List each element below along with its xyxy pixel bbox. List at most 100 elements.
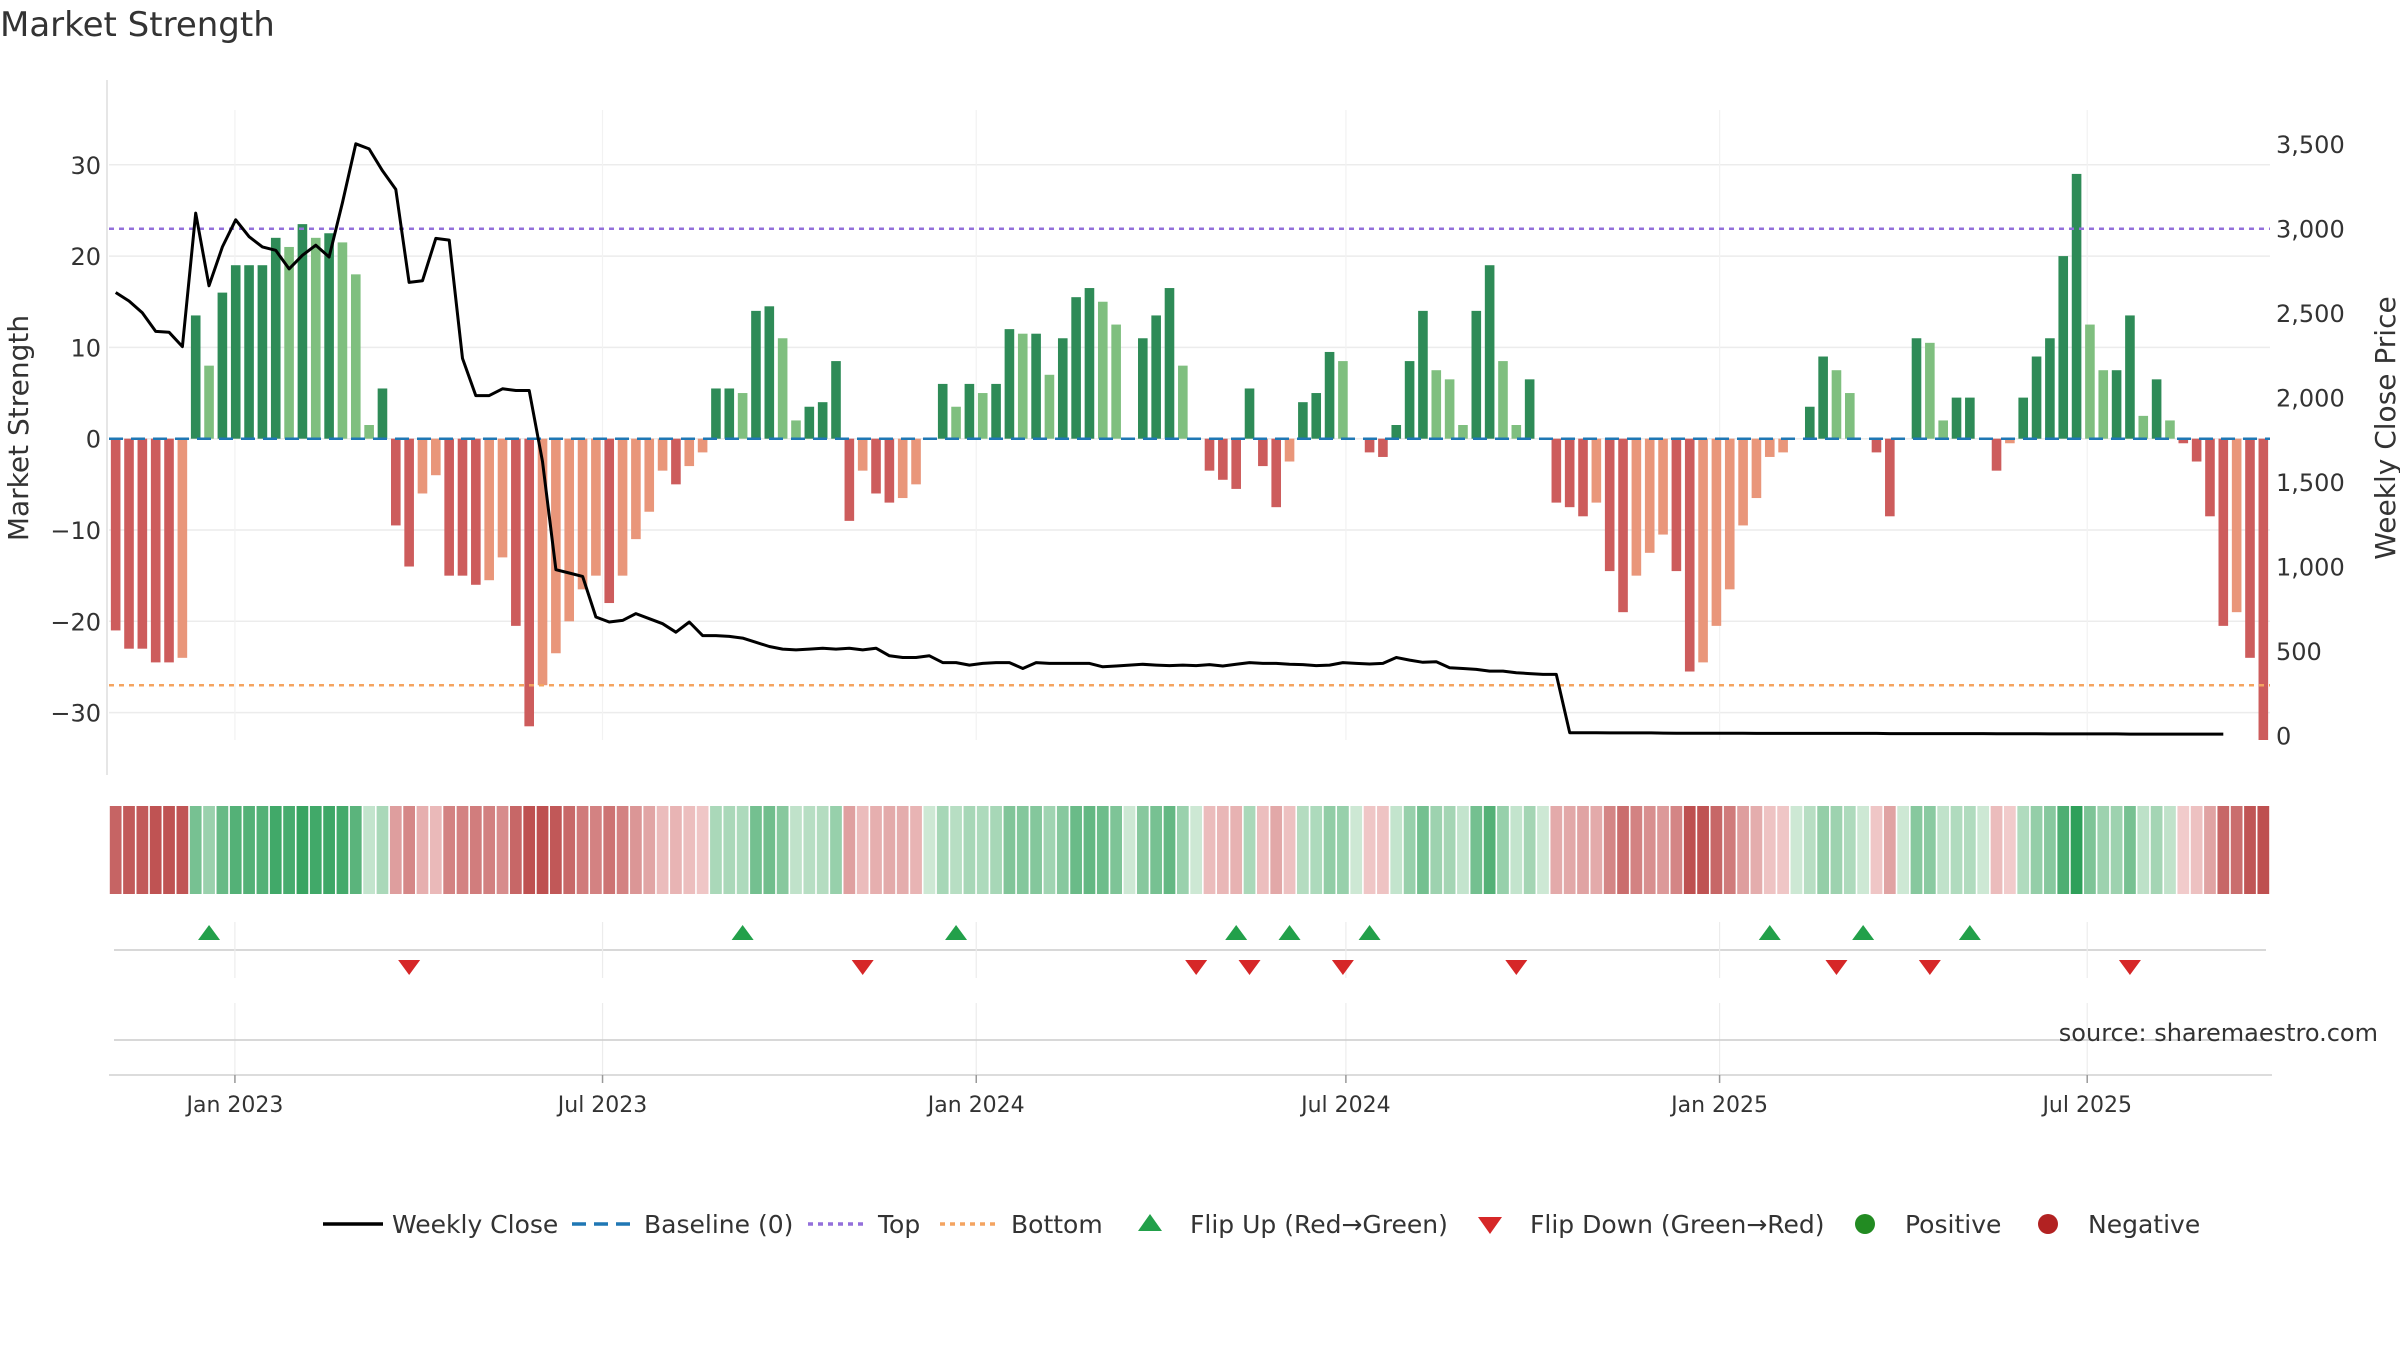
chart-title: Market Strength — [0, 5, 275, 45]
legend-dot-icon — [2038, 1214, 2058, 1234]
left-tick-label: −30 — [50, 700, 101, 728]
heat-cell — [363, 806, 375, 894]
heat-cell — [483, 806, 496, 894]
heat-cell — [136, 806, 149, 894]
strength-bar — [791, 420, 801, 439]
heat-cell — [896, 806, 909, 894]
strength-bar — [1324, 351, 1335, 439]
strength-bar — [484, 438, 494, 581]
strength-bar — [1431, 370, 1442, 439]
left-tick-label: 20 — [70, 243, 101, 271]
heat-cell — [643, 806, 656, 894]
strength-bar — [497, 438, 508, 558]
x-axis: Jan 2023 Jul 2023 Jan 2024 Jul 2024 Jan 2025… — [184, 1075, 2132, 1118]
strength-bar — [377, 388, 388, 439]
heat-cell — [389, 806, 402, 894]
legend-label: Weekly Close — [392, 1210, 558, 1239]
heat-cell — [1657, 806, 1669, 894]
strength-bar — [884, 438, 895, 503]
strength-bar — [337, 242, 348, 439]
heat-cell — [1563, 806, 1576, 894]
strength-bar — [177, 438, 188, 658]
heat-cell — [976, 806, 989, 894]
strength-bar — [1044, 374, 1055, 439]
strength-bar — [1711, 438, 1722, 626]
heat-cell — [469, 806, 482, 894]
legend-flip-down-icon — [1478, 1217, 1502, 1234]
heat-cell — [1590, 806, 1603, 894]
legend-label: Flip Up (Red→Green) — [1190, 1210, 1448, 1239]
heat-cell — [1857, 806, 1870, 894]
strength-bar — [2165, 420, 2175, 439]
flip-up-marker — [1358, 925, 1381, 940]
strength-bar — [1311, 393, 1322, 439]
heat-cell — [910, 806, 922, 894]
legend-label: Positive — [1905, 1210, 2001, 1239]
heat-cell — [229, 806, 242, 894]
strength-bar — [1471, 310, 1482, 439]
strength-bar — [2098, 370, 2109, 439]
strength-bar — [1671, 438, 1682, 572]
heat-cell — [176, 806, 189, 894]
heat-cell — [2110, 806, 2123, 894]
heat-cell — [1937, 806, 1950, 894]
heat-cell — [1337, 806, 1349, 894]
heat-cell — [243, 806, 255, 894]
strength-bar — [1017, 333, 1028, 439]
heat-cell — [323, 806, 335, 894]
strength-bar — [1164, 288, 1175, 439]
strength-bar — [831, 361, 841, 439]
strength-bar — [524, 438, 534, 727]
strength-bar — [137, 438, 148, 649]
heat-cell — [870, 806, 882, 894]
heat-cell — [2124, 806, 2136, 894]
strength-bar — [1751, 438, 1762, 499]
legend-label: Flip Down (Green→Red) — [1530, 1210, 1825, 1239]
strength-bar — [2178, 438, 2189, 444]
strength-bar — [2031, 356, 2042, 439]
strength-bar — [764, 306, 775, 439]
heat-cell — [1457, 806, 1469, 894]
strength-bar — [1484, 265, 1495, 439]
strength-bar — [1631, 438, 1642, 576]
heat-cell — [1537, 806, 1549, 894]
strength-bar — [324, 233, 334, 439]
heat-cell — [750, 806, 762, 894]
strength-bar — [511, 438, 521, 626]
strength-bar — [1511, 425, 1522, 439]
strength-bar — [1111, 324, 1121, 439]
strength-bar — [1338, 361, 1348, 439]
heat-cell — [1363, 806, 1376, 894]
strength-bar — [604, 438, 615, 604]
heat-cell — [1617, 806, 1629, 894]
strength-bar — [457, 438, 468, 576]
strength-bar — [1231, 438, 1241, 489]
strength-bar — [1831, 370, 1842, 439]
strength-bar — [1057, 338, 1068, 439]
strength-bar — [2125, 315, 2135, 439]
strength-bar — [190, 315, 201, 439]
strength-bar — [270, 237, 281, 439]
strength-bar — [1591, 438, 1602, 503]
heat-cell — [1430, 806, 1443, 894]
heat-cell — [2257, 806, 2270, 894]
heat-cell — [1977, 806, 1990, 894]
left-tick-label: −20 — [50, 608, 101, 636]
flip-down-marker — [1238, 960, 1261, 975]
strength-bar — [2151, 379, 2162, 439]
heat-cell — [1377, 806, 1389, 894]
heat-cell — [2044, 806, 2056, 894]
strength-bar — [2205, 438, 2215, 517]
strength-bar — [431, 438, 441, 476]
strength-bar — [1698, 438, 1708, 663]
strength-bar — [951, 406, 961, 439]
strength-bar — [1885, 438, 1895, 517]
heat-cell — [763, 806, 776, 894]
strength-bar — [230, 265, 241, 439]
heat-cell — [1270, 806, 1283, 894]
heat-cell — [216, 806, 229, 894]
heat-cell — [1910, 806, 1923, 894]
heat-cell — [1683, 806, 1696, 894]
strength-bar — [350, 274, 361, 439]
heat-cell — [2030, 806, 2043, 894]
